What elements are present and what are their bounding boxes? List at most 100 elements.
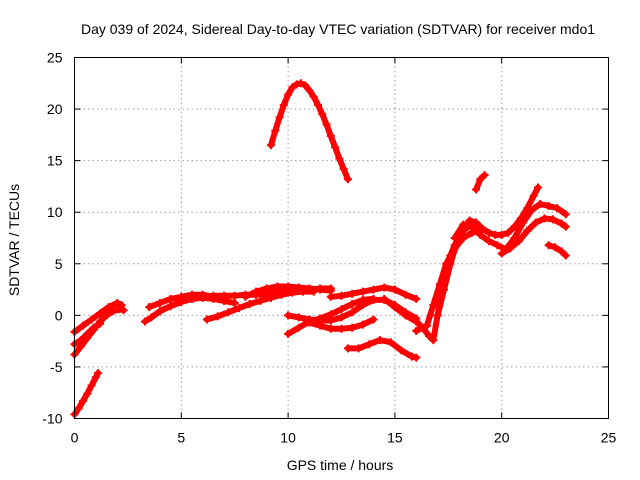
data-point (412, 317, 421, 326)
data-point (87, 315, 96, 324)
y-axis-label: SDTVAR / TECUs (6, 184, 22, 296)
data-point (74, 404, 83, 413)
x-tick-label: 10 (280, 430, 296, 446)
data-point (553, 204, 562, 213)
data-point (296, 79, 305, 88)
y-tick-label: -10 (42, 411, 62, 427)
data-point (386, 338, 395, 347)
data-point (493, 241, 502, 250)
data-point (429, 336, 438, 345)
y-tick-label: 5 (55, 256, 63, 272)
data-point (510, 234, 519, 242)
data-point (544, 202, 553, 211)
data-point (79, 396, 88, 405)
data-point (284, 311, 293, 320)
data-point (476, 175, 485, 184)
y-tick-label: -5 (50, 359, 63, 375)
data-point (262, 284, 271, 293)
data-point (113, 298, 122, 307)
data-point (380, 283, 389, 292)
data-point (305, 86, 314, 95)
y-tick-label: 0 (55, 307, 63, 323)
data-point (523, 226, 532, 235)
data-point (337, 305, 346, 314)
data-point (337, 291, 346, 300)
data-point (557, 247, 566, 256)
data-point (450, 234, 459, 242)
data-point (79, 321, 88, 330)
data-point (397, 346, 406, 355)
data-point (331, 143, 340, 152)
data-point (294, 283, 303, 292)
data-point (433, 311, 442, 320)
data-point (322, 120, 331, 129)
data-point (459, 220, 468, 229)
data-point (119, 306, 128, 315)
data-point (76, 336, 85, 345)
x-tick-label: 20 (494, 430, 510, 446)
data-point (390, 285, 399, 294)
data-point (83, 389, 92, 398)
data-point (506, 244, 515, 253)
data-point (220, 296, 229, 305)
data-point (478, 224, 487, 233)
data-point (318, 110, 327, 119)
data-point (561, 222, 570, 231)
data-point (551, 243, 560, 252)
data-point (288, 288, 297, 297)
data-point (147, 313, 156, 322)
data-point (96, 319, 105, 328)
data-point (337, 324, 346, 333)
data-point (412, 353, 421, 362)
data-point (343, 344, 352, 353)
data-point (422, 321, 431, 330)
data-point (155, 307, 164, 316)
data-point (407, 352, 416, 361)
data-point (271, 126, 280, 135)
data-point (476, 230, 485, 239)
data-point (277, 290, 286, 299)
data-point (337, 313, 346, 322)
data-point (348, 323, 357, 332)
y-tick-label: 25 (47, 50, 63, 66)
data-point (401, 290, 410, 299)
data-point (480, 171, 489, 180)
x-tick-label: 25 (601, 430, 617, 446)
data-point (540, 214, 549, 223)
data-point (348, 289, 357, 298)
data-point (96, 309, 105, 318)
data-point (93, 369, 102, 378)
data-point (326, 324, 335, 333)
data-point (472, 185, 481, 194)
data-point (412, 326, 421, 335)
data-point (87, 381, 96, 390)
x-axis-label: GPS time / hours (287, 457, 394, 473)
data-point (467, 222, 476, 231)
data-point (375, 336, 384, 345)
data-point (166, 302, 175, 311)
data-point (358, 320, 367, 329)
data-point (145, 303, 154, 312)
data-point (166, 294, 175, 303)
chart-title: Day 039 of 2024, Sidereal Day-to-day VTE… (81, 21, 595, 37)
x-tick-label: 5 (177, 430, 185, 446)
data-point (83, 329, 92, 338)
data-point (358, 287, 367, 296)
data-point (316, 321, 325, 330)
data-point (390, 303, 399, 312)
data-point (104, 303, 113, 312)
data-point (557, 219, 566, 228)
data-point (369, 295, 378, 304)
data-point (256, 296, 265, 305)
data-point (358, 301, 367, 310)
data-point (273, 282, 282, 291)
data-point (529, 191, 538, 200)
data-point (284, 90, 293, 99)
data-point (209, 294, 218, 303)
data-point (401, 311, 410, 320)
data-point (429, 301, 438, 310)
data-point (294, 313, 303, 322)
data-point (369, 315, 378, 324)
